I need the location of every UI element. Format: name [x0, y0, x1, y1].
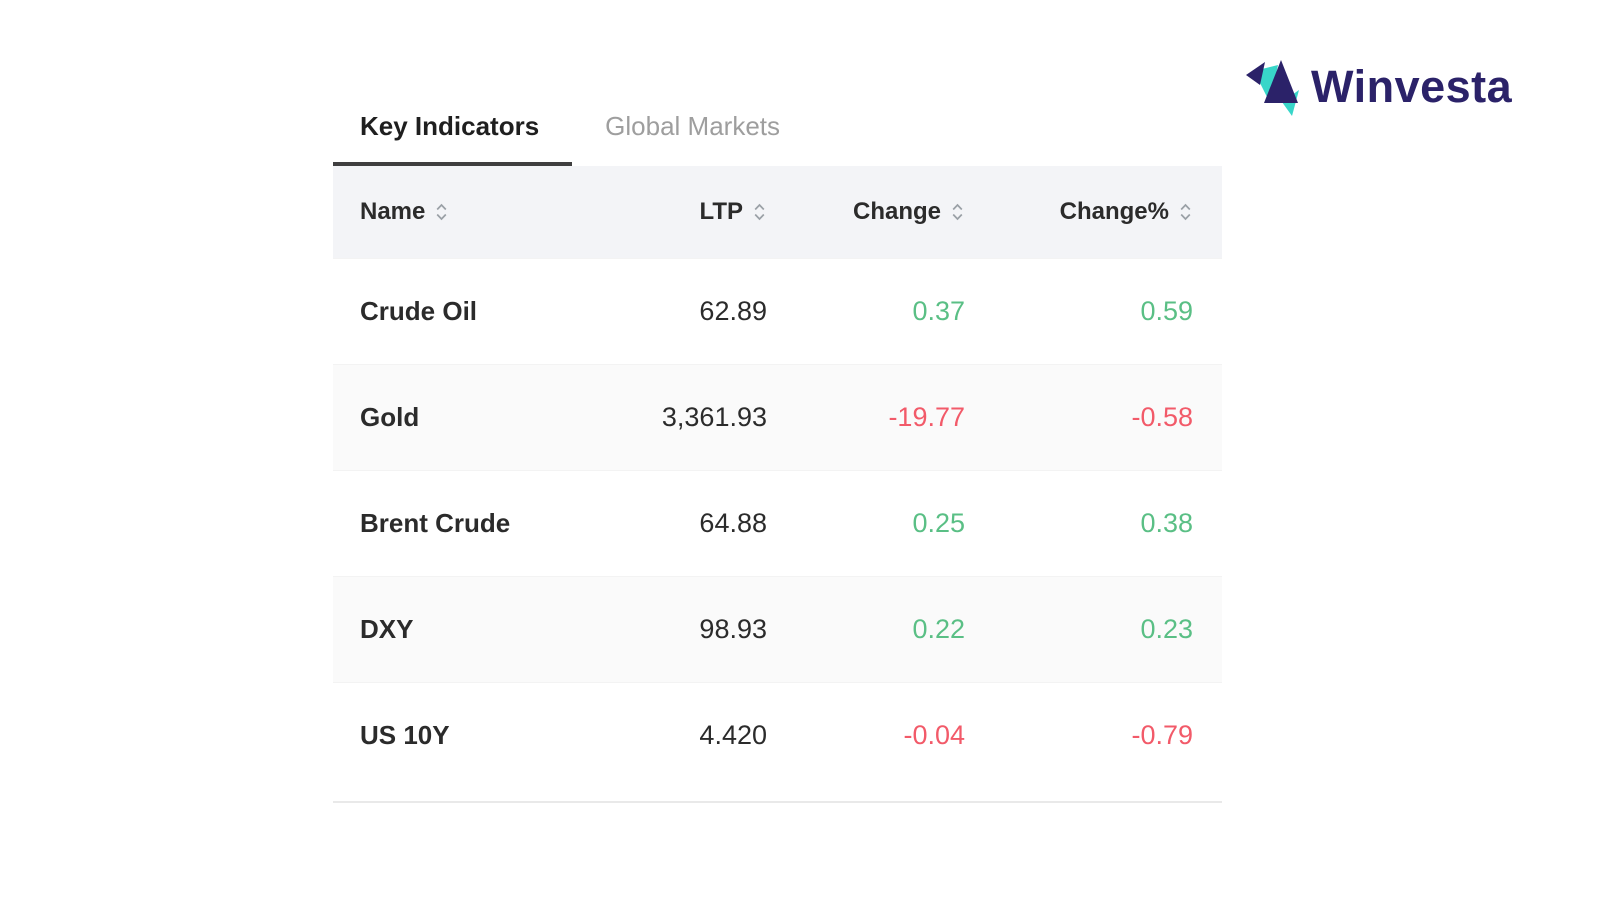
table-header-row: Name LTP Change Change%: [333, 166, 1222, 258]
column-header-label: Change%: [1059, 198, 1169, 225]
origami-bird-icon: [1246, 60, 1299, 116]
cell-ltp: 4.420: [699, 720, 767, 750]
column-header-label: LTP: [699, 198, 743, 225]
cell-change-pct: 0.38: [1140, 508, 1193, 538]
column-header-name[interactable]: Name: [333, 198, 623, 226]
table-row-gold[interactable]: Gold 3,361.93 -19.77 -0.58: [333, 364, 1222, 470]
key-indicators-panel: Key Indicators Global Markets Name LTP C…: [333, 95, 1222, 803]
cell-change: 0.22: [912, 614, 965, 644]
column-header-change[interactable]: Change: [767, 198, 965, 226]
brand-name: Winvesta: [1311, 61, 1513, 112]
column-header-label: Name: [360, 198, 426, 225]
tab-global-markets[interactable]: Global Markets: [605, 111, 781, 141]
cell-change-pct: -0.58: [1131, 402, 1193, 432]
cell-name: DXY: [360, 614, 414, 644]
table-row-us-10y[interactable]: US 10Y 4.420 -0.04 -0.79: [333, 682, 1222, 788]
cell-change: -0.04: [903, 720, 965, 750]
table-bottom-border: [333, 788, 1222, 803]
table-row-crude-oil[interactable]: Crude Oil 62.89 0.37 0.59: [333, 258, 1222, 364]
cell-change-pct: 0.23: [1140, 614, 1193, 644]
cell-change: 0.37: [912, 296, 965, 326]
sort-icon: [754, 203, 765, 221]
cell-name: Brent Crude: [360, 508, 511, 538]
cell-name: Gold: [360, 402, 420, 432]
cell-change-pct: -0.79: [1131, 720, 1193, 750]
cell-change: 0.25: [912, 508, 965, 538]
cell-ltp: 64.88: [699, 508, 767, 538]
winvesta-logo: Winvesta: [1245, 58, 1512, 116]
cell-ltp: 3,361.93: [661, 402, 767, 432]
cell-name: Crude Oil: [360, 296, 478, 326]
sort-icon: [436, 203, 447, 221]
column-header-label: Change: [852, 198, 941, 225]
cell-ltp: 98.93: [699, 614, 767, 644]
column-header-change-pct[interactable]: Change%: [965, 198, 1193, 226]
table-row-dxy[interactable]: DXY 98.93 0.22 0.23: [333, 576, 1222, 682]
tab-key-indicators[interactable]: Key Indicators: [333, 95, 573, 166]
cell-change-pct: 0.59: [1140, 296, 1193, 326]
cell-name: US 10Y: [360, 720, 450, 750]
column-header-ltp[interactable]: LTP: [623, 198, 767, 226]
cell-change: -19.77: [888, 402, 965, 432]
table-row-brent-crude[interactable]: Brent Crude 64.88 0.25 0.38: [333, 470, 1222, 576]
cell-ltp: 62.89: [699, 296, 767, 326]
tab-bar: Key Indicators Global Markets: [333, 95, 1222, 166]
sort-icon: [952, 203, 963, 221]
sort-icon: [1180, 203, 1191, 221]
